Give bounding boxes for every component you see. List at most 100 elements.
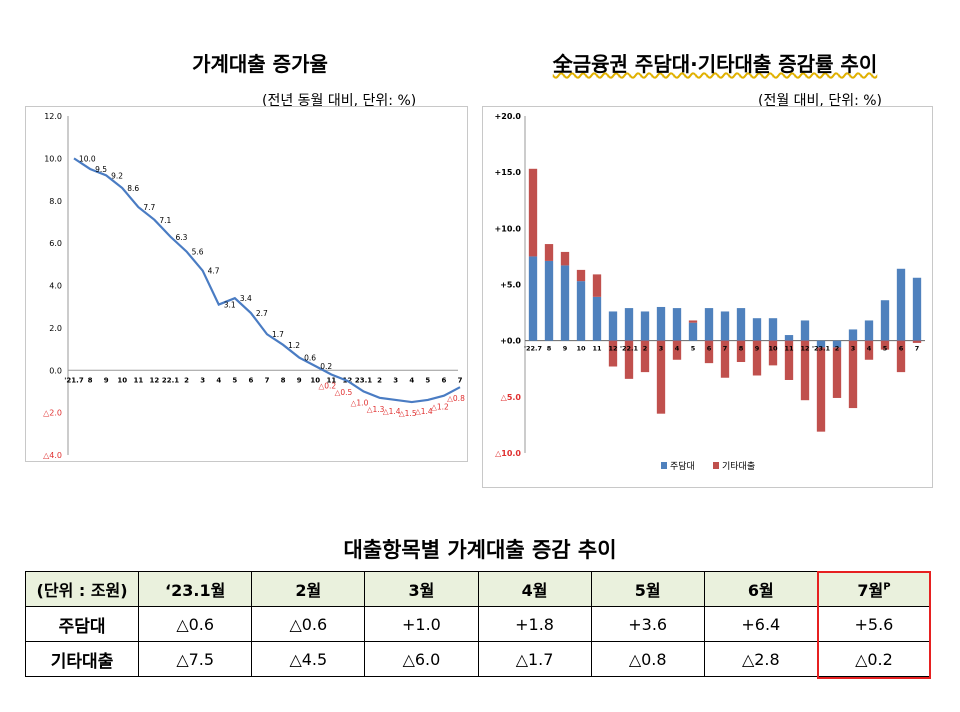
x-tick-label: 9 bbox=[104, 376, 109, 384]
y-tick-label: +10.0 bbox=[495, 224, 522, 233]
data-label: 9.5 bbox=[95, 165, 107, 174]
x-tick-label: 4 bbox=[216, 376, 221, 384]
bar-other-loans bbox=[576, 269, 586, 282]
x-tick-label: 4 bbox=[409, 376, 414, 384]
data-label: △1.3 bbox=[367, 405, 385, 414]
table-cell: △7.5 bbox=[138, 641, 253, 677]
data-label: △0.2 bbox=[318, 381, 336, 390]
bar-mortgage bbox=[752, 318, 762, 341]
bar-mortgage bbox=[768, 318, 778, 341]
data-label: △1.2 bbox=[431, 403, 449, 412]
bar-mortgage bbox=[656, 306, 666, 341]
data-label: 9.2 bbox=[111, 171, 123, 180]
x-tick-label: 11 bbox=[592, 345, 602, 353]
bar-mortgage bbox=[640, 311, 650, 341]
header-unit-cell: (단위 : 조원) bbox=[24, 571, 140, 607]
bar-other-loans bbox=[528, 168, 538, 257]
data-label: △1.5 bbox=[399, 409, 417, 418]
table-cell: +3.6 bbox=[590, 606, 705, 642]
data-label: 5.6 bbox=[192, 248, 204, 257]
bar-mortgage bbox=[864, 320, 874, 341]
table-cell: +1.0 bbox=[364, 606, 479, 642]
table-cell: +1.8 bbox=[477, 606, 592, 642]
x-tick-label: 12 bbox=[608, 345, 617, 353]
x-tick-label: 7 bbox=[265, 376, 270, 384]
table-cell: △0.2 bbox=[816, 641, 932, 677]
bar-other-loans bbox=[784, 340, 794, 380]
bar-other-loans bbox=[736, 340, 746, 363]
x-tick-label: 2 bbox=[643, 345, 648, 353]
data-label: 0.6 bbox=[304, 354, 316, 363]
x-tick-label: 11 bbox=[784, 345, 794, 353]
bar-mortgage bbox=[688, 322, 698, 341]
header-month-cell: 2월 bbox=[251, 571, 366, 607]
y-tick-label: 8.0 bbox=[49, 197, 62, 206]
x-tick-label: 22.1 bbox=[162, 376, 179, 384]
data-label: 3.4 bbox=[240, 294, 252, 303]
y-tick-label: △10.0 bbox=[495, 449, 521, 458]
x-tick-label: '23.1 bbox=[812, 345, 831, 353]
x-tick-label: 5 bbox=[425, 376, 430, 384]
table-cell: △0.6 bbox=[251, 606, 366, 642]
y-tick-label: 6.0 bbox=[49, 239, 62, 248]
bar-other-loans bbox=[880, 340, 890, 350]
legend-label-other-loans: 기타대출 bbox=[722, 461, 755, 472]
data-label: △0.8 bbox=[447, 394, 465, 403]
x-tick-label: 5 bbox=[691, 345, 696, 353]
table-cell: △1.7 bbox=[477, 641, 592, 677]
bar-mortgage bbox=[592, 296, 602, 341]
y-tick-label: 10.0 bbox=[44, 154, 62, 163]
x-tick-label: 8 bbox=[739, 345, 744, 353]
header-month-cell: 4월 bbox=[477, 571, 592, 607]
left-chart-panel: 12.0 10.0 8.0 6.0 4.0 2.0 0.0 △2.0 △4.0 '21.7 8 9 10… bbox=[25, 106, 468, 462]
x-tick-label: 11 bbox=[326, 376, 336, 384]
series-line bbox=[73, 157, 461, 404]
bar-other-loans bbox=[688, 320, 698, 323]
bar-mortgage bbox=[912, 277, 922, 341]
x-tick-label: 10 bbox=[310, 376, 320, 384]
y-tick-label: +15.0 bbox=[495, 168, 522, 177]
bar-other-loans bbox=[832, 347, 842, 398]
bar-mortgage bbox=[896, 268, 906, 341]
data-label: 1.2 bbox=[288, 341, 300, 350]
data-label: △1.4 bbox=[383, 407, 401, 416]
bar-mortgage bbox=[736, 308, 746, 341]
legend-swatch-other-loans bbox=[713, 462, 719, 469]
x-tick-label: 5 bbox=[883, 345, 888, 353]
loan-change-table: (단위 : 조원) ‘23.1월 2월 3월 4월 5월 6월 7월P 주담대 … bbox=[24, 571, 932, 677]
table-cell: △4.5 bbox=[251, 641, 366, 677]
row-label-mortgage: 주담대 bbox=[24, 606, 140, 642]
row-label-other-loans: 기타대출 bbox=[24, 641, 140, 677]
data-label: △0.5 bbox=[335, 388, 353, 397]
table-cell: △0.6 bbox=[138, 606, 253, 642]
y-tick-label: △2.0 bbox=[43, 409, 62, 418]
x-tick-label: 3 bbox=[393, 376, 398, 384]
header-month-cell: ‘23.1월 bbox=[138, 571, 253, 607]
x-tick-label: 5 bbox=[232, 376, 237, 384]
x-tick-label: 9 bbox=[297, 376, 302, 384]
bar-other-loans bbox=[592, 274, 602, 297]
bar-mortgage bbox=[800, 320, 810, 341]
bar-other-loans bbox=[720, 340, 730, 378]
y-tick-label: △4.0 bbox=[43, 451, 62, 460]
x-tick-label: 6 bbox=[441, 376, 446, 384]
bar-other-loans bbox=[816, 347, 826, 432]
x-tick-label: 12 bbox=[800, 345, 809, 353]
x-tick-label: 3 bbox=[200, 376, 205, 384]
bar-mortgage bbox=[784, 335, 794, 341]
legend-swatch-mortgage bbox=[661, 462, 667, 469]
table-title: 대출항목별 가계대출 증감 추이 bbox=[343, 538, 617, 562]
x-tick-label: 9 bbox=[563, 345, 568, 353]
bar-other-loans bbox=[752, 340, 762, 376]
bar-other-loans bbox=[656, 340, 666, 414]
right-chart-title: 全금융권 주담대·기타대출 증감률 추이 bbox=[520, 48, 910, 77]
right-chart-unit: (전월 대비, 단위: %) bbox=[758, 93, 883, 109]
left-line-chart: 12.0 10.0 8.0 6.0 4.0 2.0 0.0 △2.0 △4.0 '21.7 8 9 10… bbox=[43, 112, 465, 460]
data-label: 7.1 bbox=[159, 216, 171, 225]
header-month-cell-latest: 7월P bbox=[816, 571, 932, 607]
x-tick-label: 6 bbox=[899, 345, 904, 353]
bar-other-loans bbox=[608, 340, 618, 367]
bar-other-loans bbox=[768, 340, 778, 366]
x-tick-label: 8 bbox=[547, 345, 552, 353]
x-tick-label: 7 bbox=[723, 345, 728, 353]
